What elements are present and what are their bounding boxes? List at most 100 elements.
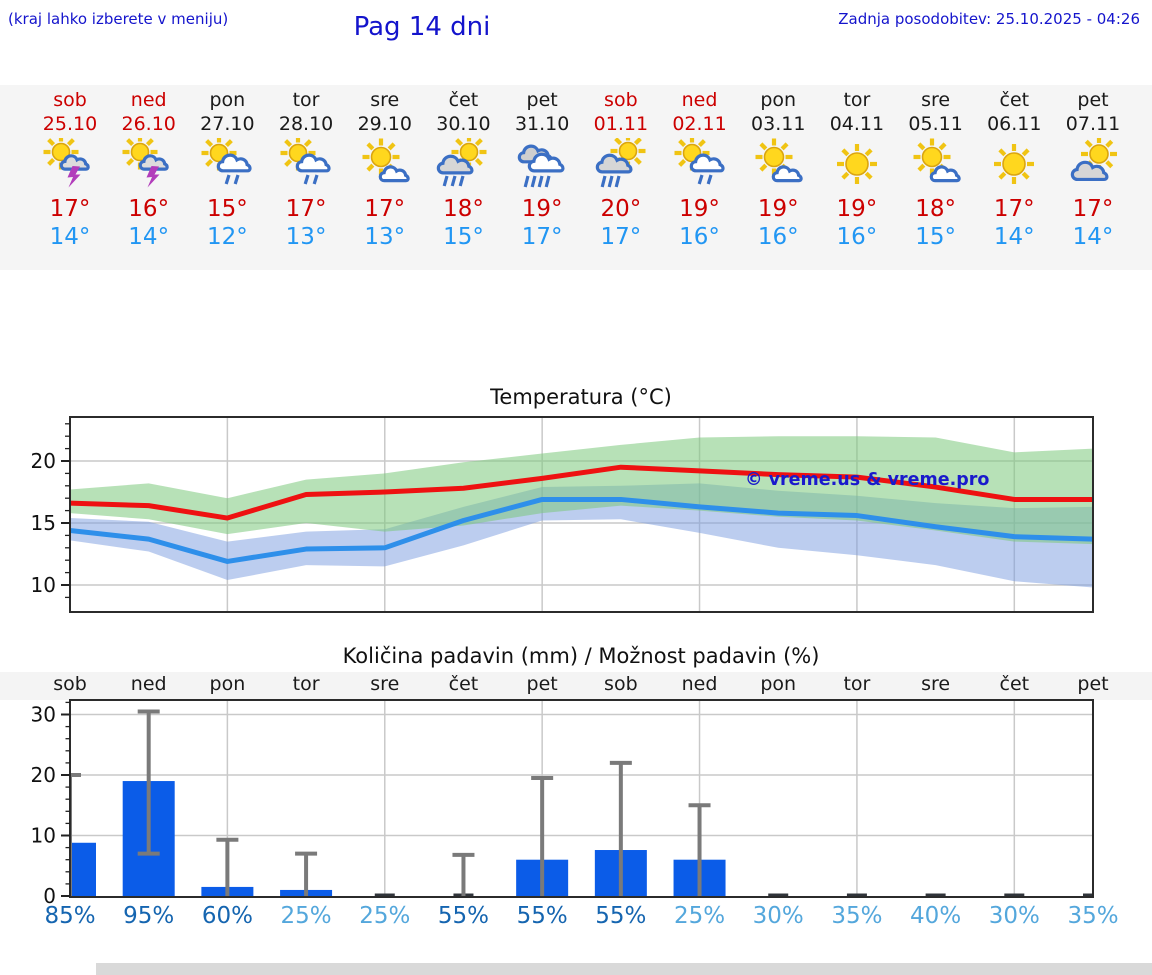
weather-icon-cell	[345, 136, 425, 195]
day-name-label: sob	[53, 89, 87, 111]
weather-icon-cell	[187, 136, 267, 195]
precipitation-chart: 0 10 20 30	[31, 699, 1094, 905]
low-temp-label: 14°	[128, 224, 170, 250]
forecast-day: tor 04.11 19° 16°	[817, 88, 897, 251]
weather-icon-cell	[423, 136, 503, 195]
precip-day-label: sob	[604, 673, 638, 695]
high-temp-label: 17°	[285, 196, 327, 222]
weather-icon-cell	[266, 136, 346, 195]
temp-axis-tick-label: 10	[31, 573, 56, 597]
high-temp-label: 15°	[206, 196, 248, 222]
precip-day-label: pet	[1077, 673, 1109, 695]
precip-day-label: sre	[370, 673, 400, 695]
day-name-label: pet	[526, 89, 558, 111]
day-date-label: 03.11	[751, 113, 806, 135]
day-date-label: 02.11	[672, 113, 727, 135]
cloud-sun-icon	[1070, 138, 1117, 182]
forecast-day: sre 29.10 17° 13°	[345, 88, 425, 251]
partly-icon	[913, 138, 961, 183]
high-temp-label: 19°	[521, 196, 563, 222]
low-temp-label: 13°	[364, 224, 406, 250]
temp-axis-tick-label: 20	[31, 449, 56, 473]
precip-day-label: tor	[843, 673, 871, 695]
low-temp-label: 15°	[443, 224, 484, 250]
precip-probability-label: 30%	[988, 903, 1040, 929]
precip-probability-row: 85% 95% 60% 25% 25% 55% 55% 55% 25% 30% 35% 40% 30% 3…	[0, 903, 1152, 937]
forecast-day: sre 05.11 18° 15°	[896, 88, 976, 251]
forecast-day: ned 26.10 16° 14°	[109, 88, 189, 251]
high-temp-label: 19°	[757, 196, 799, 222]
low-temp-label: 16°	[679, 224, 720, 250]
day-date-label: 26.10	[121, 113, 176, 135]
precip-day-label: sob	[53, 673, 87, 695]
precip-probability-label: 55%	[595, 903, 647, 929]
precip-day-label: pet	[526, 673, 558, 695]
forecast-day: čet 30.10 18° 15°	[423, 88, 503, 251]
weather-icon-cell	[974, 136, 1054, 195]
sun-shower-icon	[280, 138, 331, 185]
page-title: Pag 14 dni	[353, 12, 491, 42]
precip-day-label: pon	[209, 673, 246, 695]
low-temp-label: 14°	[993, 224, 1035, 250]
high-temp-label: 17°	[1072, 196, 1114, 222]
day-name-label: sre	[921, 89, 951, 111]
precip-probability-label: 30%	[752, 903, 804, 929]
low-temp-label: 14°	[49, 224, 91, 250]
rain-icon	[517, 144, 565, 188]
forecast-day: sob 25.10 17° 14°	[30, 88, 110, 251]
precip-axis-tick-label: 20	[31, 763, 56, 787]
high-temp-label: 18°	[915, 196, 956, 222]
forecast-day: ned 02.11 19° 16°	[660, 88, 740, 251]
day-date-label: 28.10	[278, 113, 334, 135]
location-menu-note: (kraj lahko izberete v meniju)	[8, 10, 229, 28]
sun-icon	[994, 144, 1035, 184]
high-temp-label: 16°	[128, 196, 170, 222]
low-temp-label: 17°	[600, 224, 642, 250]
storm-icon	[43, 138, 90, 188]
day-date-label: 25.10	[42, 113, 98, 135]
high-temp-label: 20°	[600, 196, 642, 222]
weather-icon-cell	[109, 136, 189, 195]
weather-icon-cell	[581, 136, 661, 195]
temperature-chart-title: Temperatura (°C)	[490, 385, 672, 409]
day-date-label: 06.11	[987, 113, 1042, 135]
temp-axis-tick-label: 15	[31, 511, 56, 535]
high-temp-label: 19°	[679, 196, 720, 222]
precip-day-label: sre	[921, 673, 951, 695]
precip-chart-title: Količina padavin (mm) / Možnost padavin …	[342, 644, 820, 668]
precip-day-label: pon	[760, 673, 797, 695]
high-temp-label: 18°	[443, 196, 484, 222]
weather-icon-cell	[1053, 136, 1133, 195]
precip-day-labels: sob ned pon tor sre čet pet sob ned pon tor sre čet p…	[0, 672, 1152, 700]
low-temp-label: 12°	[206, 224, 248, 250]
precip-probability-label: 55%	[437, 903, 490, 929]
precip-probability-label: 35%	[1067, 903, 1119, 929]
day-name-label: tor	[292, 89, 320, 111]
low-temp-label: 16°	[757, 224, 799, 250]
precip-axis-tick-label: 30	[31, 703, 56, 727]
day-date-label: 30.10	[436, 113, 491, 135]
day-name-label: pon	[209, 89, 246, 111]
precip-day-label: ned	[130, 673, 167, 695]
precip-axis-tick-label: 0	[43, 884, 56, 905]
day-date-label: 05.11	[908, 113, 963, 135]
precip-day-label: ned	[681, 673, 718, 695]
day-name-label: čet	[999, 89, 1030, 111]
day-name-label: tor	[843, 89, 871, 111]
day-name-label: pet	[1077, 89, 1109, 111]
forecast-day: pon 27.10 15° 12°	[187, 88, 267, 251]
weather-icon-cell	[502, 136, 582, 195]
day-name-label: pon	[760, 89, 797, 111]
high-temp-label: 17°	[993, 196, 1035, 222]
last-updated: Zadnja posodobitev: 25.10.2025 - 04:26	[838, 10, 1140, 28]
temperature-chart: 10 15 20 © vreme.us & vreme.pro	[31, 416, 1094, 613]
day-name-label: ned	[130, 89, 167, 111]
precip-axis-tick-label: 10	[31, 824, 56, 848]
sun-rain-icon	[437, 138, 487, 187]
day-name-label: čet	[448, 89, 479, 111]
precip-probability-label: 35%	[831, 903, 883, 929]
footer-bar	[96, 963, 1152, 975]
watermark: © vreme.us & vreme.pro	[745, 470, 989, 490]
partly-icon	[362, 138, 410, 183]
sun-icon	[836, 144, 877, 184]
